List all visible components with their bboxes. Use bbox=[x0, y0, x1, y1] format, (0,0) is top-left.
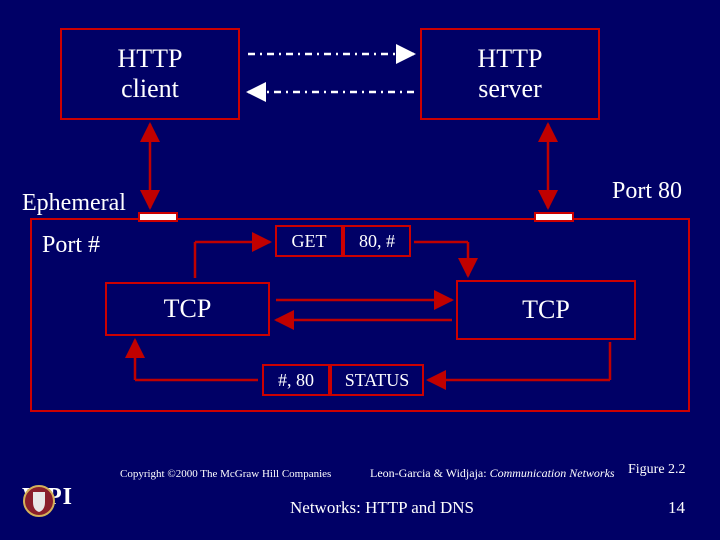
status-box: STATUS bbox=[330, 364, 424, 396]
footer-credit: Leon-Garcia & Widjaja: Communication Net… bbox=[370, 466, 615, 481]
get-label: GET bbox=[292, 231, 327, 252]
port-tick-left bbox=[138, 212, 178, 222]
http-client-box: HTTP client bbox=[60, 28, 240, 120]
footer-credit-b: Communication Networks bbox=[490, 466, 615, 480]
port-num-label: Port # bbox=[38, 232, 104, 259]
http-client-label: HTTP client bbox=[118, 44, 183, 104]
get-box: GET bbox=[275, 225, 343, 257]
status-label: STATUS bbox=[345, 370, 410, 391]
ephemeral-label: Ephemeral bbox=[22, 190, 126, 217]
eighty-label: 80, # bbox=[359, 231, 395, 252]
port-tick-right bbox=[534, 212, 574, 222]
hash-box: #, 80 bbox=[262, 364, 330, 396]
hash-label: #, 80 bbox=[278, 370, 314, 391]
eighty-box: 80, # bbox=[343, 225, 411, 257]
tcp-right-box: TCP bbox=[456, 280, 636, 340]
footer-caption: Networks: HTTP and DNS bbox=[290, 498, 474, 518]
footer-page: 14 bbox=[668, 498, 685, 518]
http-server-label: HTTP server bbox=[478, 44, 543, 104]
footer-copyright: Copyright ©2000 The McGraw Hill Companie… bbox=[120, 468, 331, 480]
port80-label: Port 80 bbox=[612, 178, 682, 205]
http-server-box: HTTP server bbox=[420, 28, 600, 120]
wpi-logo: WPI bbox=[22, 484, 73, 511]
tcp-right-label: TCP bbox=[522, 295, 570, 325]
tcp-left-label: TCP bbox=[164, 294, 212, 324]
footer-credit-a: Leon-Garcia & Widjaja: bbox=[370, 466, 487, 480]
tcp-left-box: TCP bbox=[105, 282, 270, 336]
footer-figure: Figure 2.2 bbox=[628, 462, 686, 478]
